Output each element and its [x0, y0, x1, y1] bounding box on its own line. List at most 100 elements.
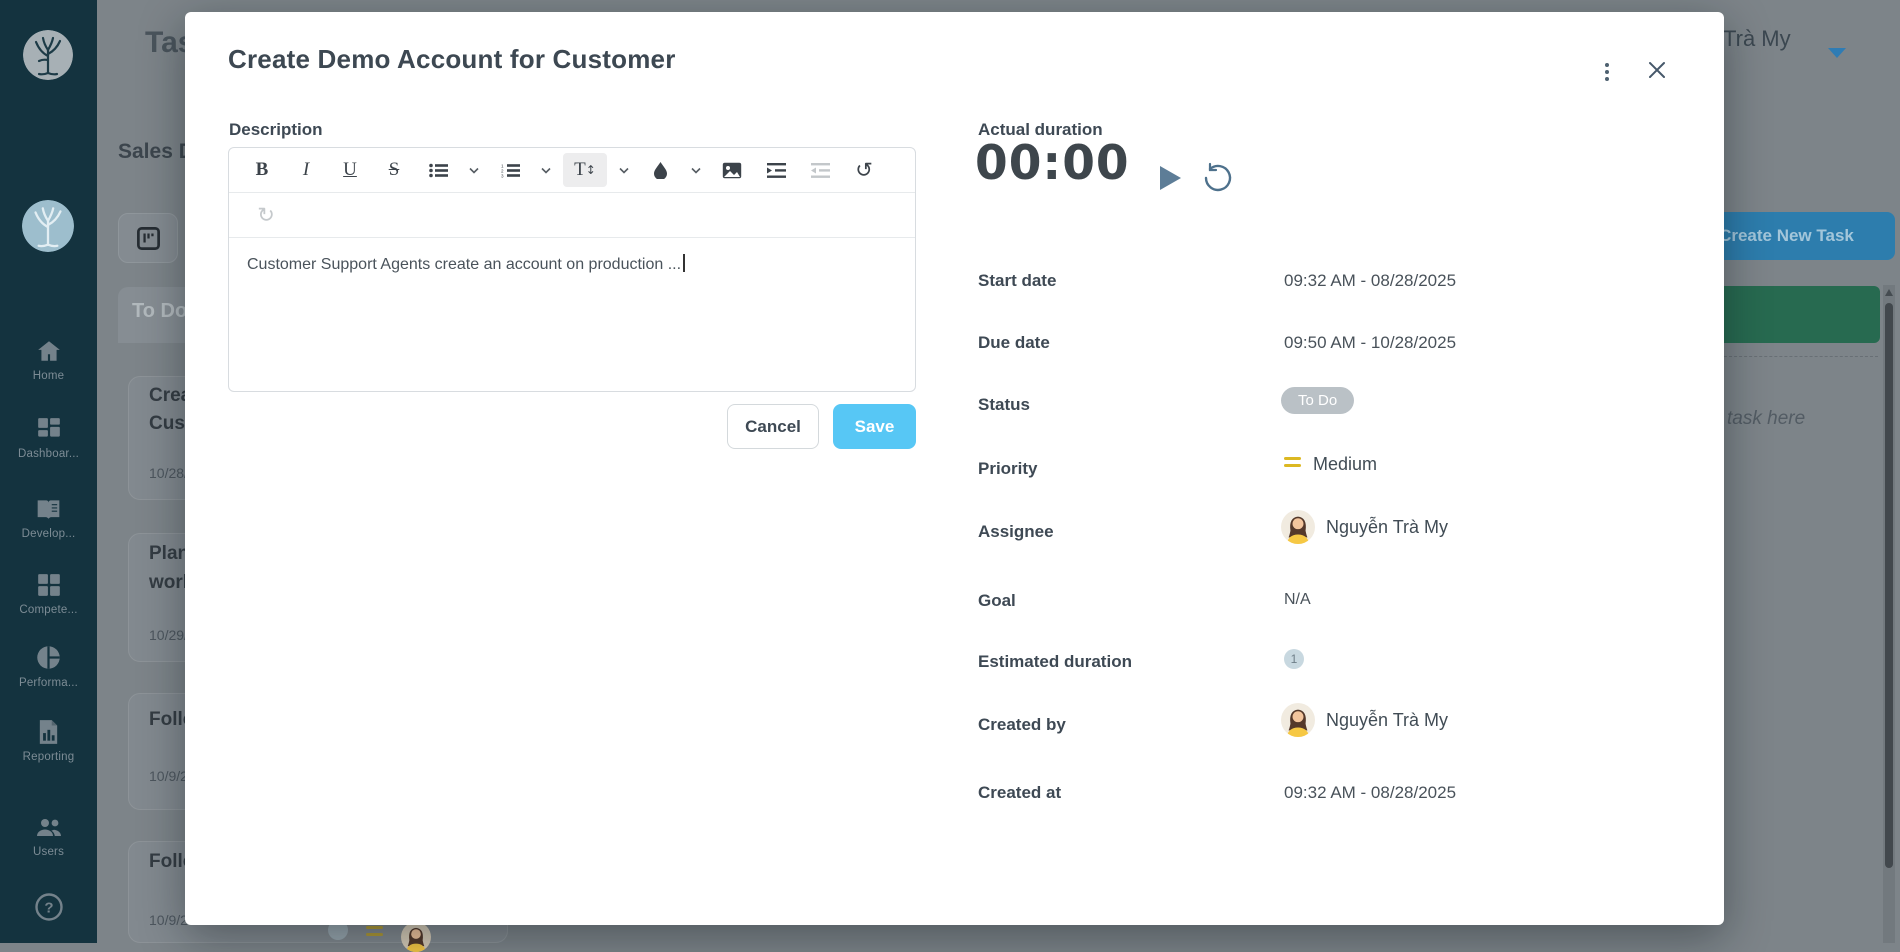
close-icon[interactable]: [1643, 56, 1671, 84]
bold-icon[interactable]: B: [255, 159, 269, 180]
header-user-name[interactable]: Trà My: [1723, 26, 1791, 51]
home-icon: [37, 341, 60, 361]
start-date-value[interactable]: 09:32 AM - 08/28/2025: [1284, 271, 1457, 290]
user-dropdown-caret-icon[interactable]: [1828, 48, 1846, 58]
description-text: Customer Support Agents create an accoun…: [247, 256, 682, 273]
status-label: Status: [978, 395, 1030, 414]
sidebar-item-label: Reporting: [22, 751, 75, 763]
start-date-label: Start date: [978, 271, 1057, 290]
task-card-title: work: [149, 572, 194, 593]
sidebar-item-competence[interactable]: Compete...: [0, 572, 97, 616]
text-size-icon[interactable]: T ↕: [563, 153, 607, 187]
image-icon[interactable]: [713, 153, 751, 187]
app-logo-tree-icon: [23, 30, 73, 80]
created-by-label: Created by: [978, 715, 1066, 734]
task-card-title: Follo: [149, 851, 195, 872]
todo-column-label: To Do: [132, 300, 188, 322]
chevron-down-icon[interactable]: [535, 153, 557, 187]
workspace-avatar-tree-icon[interactable]: [22, 200, 74, 252]
outdent-icon[interactable]: [801, 153, 839, 187]
sidebar: Home Dashboar... Develop... Compete... P…: [0, 0, 97, 943]
reset-timer-icon[interactable]: [1201, 162, 1233, 194]
priority-value[interactable]: Medium: [1313, 454, 1378, 474]
task-card-date: 10/9/2: [149, 768, 188, 784]
competence-grid-icon: [37, 574, 60, 596]
status-badge[interactable]: To Do: [1281, 387, 1355, 414]
sidebar-item-development[interactable]: Develop...: [0, 496, 97, 540]
chevron-down-icon[interactable]: [613, 153, 635, 187]
task-card-title: Crea: [149, 385, 192, 406]
assignee-avatar[interactable]: [1281, 510, 1315, 544]
indent-icon[interactable]: [757, 153, 795, 187]
due-date-label: Due date: [978, 333, 1050, 352]
priority-medium-icon: [1284, 457, 1301, 471]
strikethrough-icon[interactable]: S: [388, 159, 400, 180]
dashboard-icon: [37, 418, 60, 437]
save-button[interactable]: Save: [833, 404, 916, 449]
sidebar-item-help[interactable]: ?: [0, 892, 97, 928]
timer-value: 00:00: [975, 136, 1130, 191]
scrollbar-up-arrow-icon[interactable]: [1885, 289, 1893, 296]
scrollbar-thumb[interactable]: [1885, 303, 1893, 868]
card-estimate-badge: [328, 920, 348, 940]
task-card-title: Cust: [149, 413, 192, 434]
goal-label: Goal: [978, 591, 1016, 610]
sidebar-item-label: Dashboar...: [17, 448, 79, 460]
editor-toolbar-row2: ↻: [229, 193, 915, 238]
undo-icon[interactable]: ↺: [855, 158, 873, 182]
goal-value: N/A: [1284, 591, 1311, 608]
drop-hint-text: task here: [1727, 408, 1806, 429]
description-label: Description: [229, 120, 323, 139]
actual-duration-label: Actual duration: [978, 120, 1103, 139]
more-options-kebab-icon[interactable]: [1593, 58, 1621, 86]
cancel-button[interactable]: Cancel: [727, 404, 819, 449]
bullet-list-icon[interactable]: [419, 153, 457, 187]
text-cursor: [683, 254, 685, 272]
development-book-icon: [37, 500, 60, 519]
task-card-date: 10/28/: [149, 465, 188, 481]
svg-text:2: 2: [501, 168, 504, 173]
created-at-value: 09:32 AM - 08/28/2025: [1284, 783, 1457, 802]
create-new-task-label: Create New Task: [1719, 226, 1854, 245]
reporting-icon: [39, 720, 58, 744]
card-assignee-avatar: [401, 922, 431, 952]
users-icon: [36, 819, 61, 836]
play-icon[interactable]: [1157, 164, 1183, 192]
chevron-down-icon[interactable]: [463, 153, 485, 187]
redo-icon[interactable]: ↻: [257, 203, 275, 227]
italic-icon[interactable]: I: [302, 159, 310, 180]
chevron-down-icon[interactable]: [685, 153, 707, 187]
board-section-title: Sales D: [118, 140, 194, 163]
description-text-area[interactable]: Customer Support Agents create an accoun…: [229, 238, 915, 290]
assignee-value[interactable]: Nguyễn Trà My: [1326, 517, 1449, 537]
underline-icon[interactable]: U: [343, 159, 357, 180]
sidebar-item-performance[interactable]: Performa...: [0, 644, 97, 689]
board-view-button[interactable]: [118, 213, 178, 263]
sidebar-item-label: Home: [32, 370, 65, 382]
sidebar-item-users[interactable]: Users: [0, 816, 97, 858]
sidebar-item-label: Compete...: [19, 604, 78, 616]
estimated-duration-label: Estimated duration: [978, 652, 1132, 671]
due-date-value[interactable]: 09:50 AM - 10/28/2025: [1284, 333, 1457, 352]
priority-label: Priority: [978, 459, 1038, 478]
svg-text:1: 1: [501, 163, 504, 168]
svg-text:3: 3: [501, 173, 504, 177]
priority-medium-icon: [366, 926, 383, 940]
task-detail-modal: Create Demo Account for Customer Descrip…: [185, 12, 1724, 925]
created-at-label: Created at: [978, 783, 1062, 802]
created-by-value[interactable]: Nguyễn Trà My: [1326, 710, 1449, 730]
sidebar-item-label: Users: [32, 846, 65, 858]
task-card-date: 10/29/: [149, 627, 188, 643]
estimated-duration-badge: 1: [1284, 649, 1304, 669]
sidebar-item-home[interactable]: Home: [0, 338, 97, 382]
sidebar-item-reporting[interactable]: Reporting: [0, 719, 97, 763]
created-by-avatar[interactable]: [1281, 703, 1315, 737]
task-card-title: Plan: [149, 543, 190, 564]
task-card-title: Follo: [149, 709, 195, 730]
color-drop-icon[interactable]: [641, 153, 679, 187]
assignee-label: Assignee: [978, 522, 1054, 541]
sidebar-item-dashboard[interactable]: Dashboar...: [0, 416, 97, 460]
done-column-header[interactable]: [1700, 286, 1880, 343]
